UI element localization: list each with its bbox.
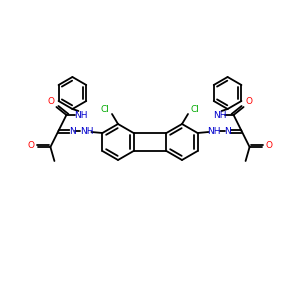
Text: NH: NH <box>213 110 226 119</box>
Text: NH: NH <box>74 110 87 119</box>
Text: O: O <box>28 142 35 151</box>
Text: NH: NH <box>207 127 220 136</box>
Text: N: N <box>224 127 231 136</box>
Text: O: O <box>265 142 272 151</box>
Text: Cl: Cl <box>190 104 200 113</box>
Text: Cl: Cl <box>100 104 109 113</box>
Text: N: N <box>69 127 76 136</box>
Text: O: O <box>48 98 55 106</box>
Text: NH: NH <box>80 127 93 136</box>
Text: O: O <box>245 98 252 106</box>
